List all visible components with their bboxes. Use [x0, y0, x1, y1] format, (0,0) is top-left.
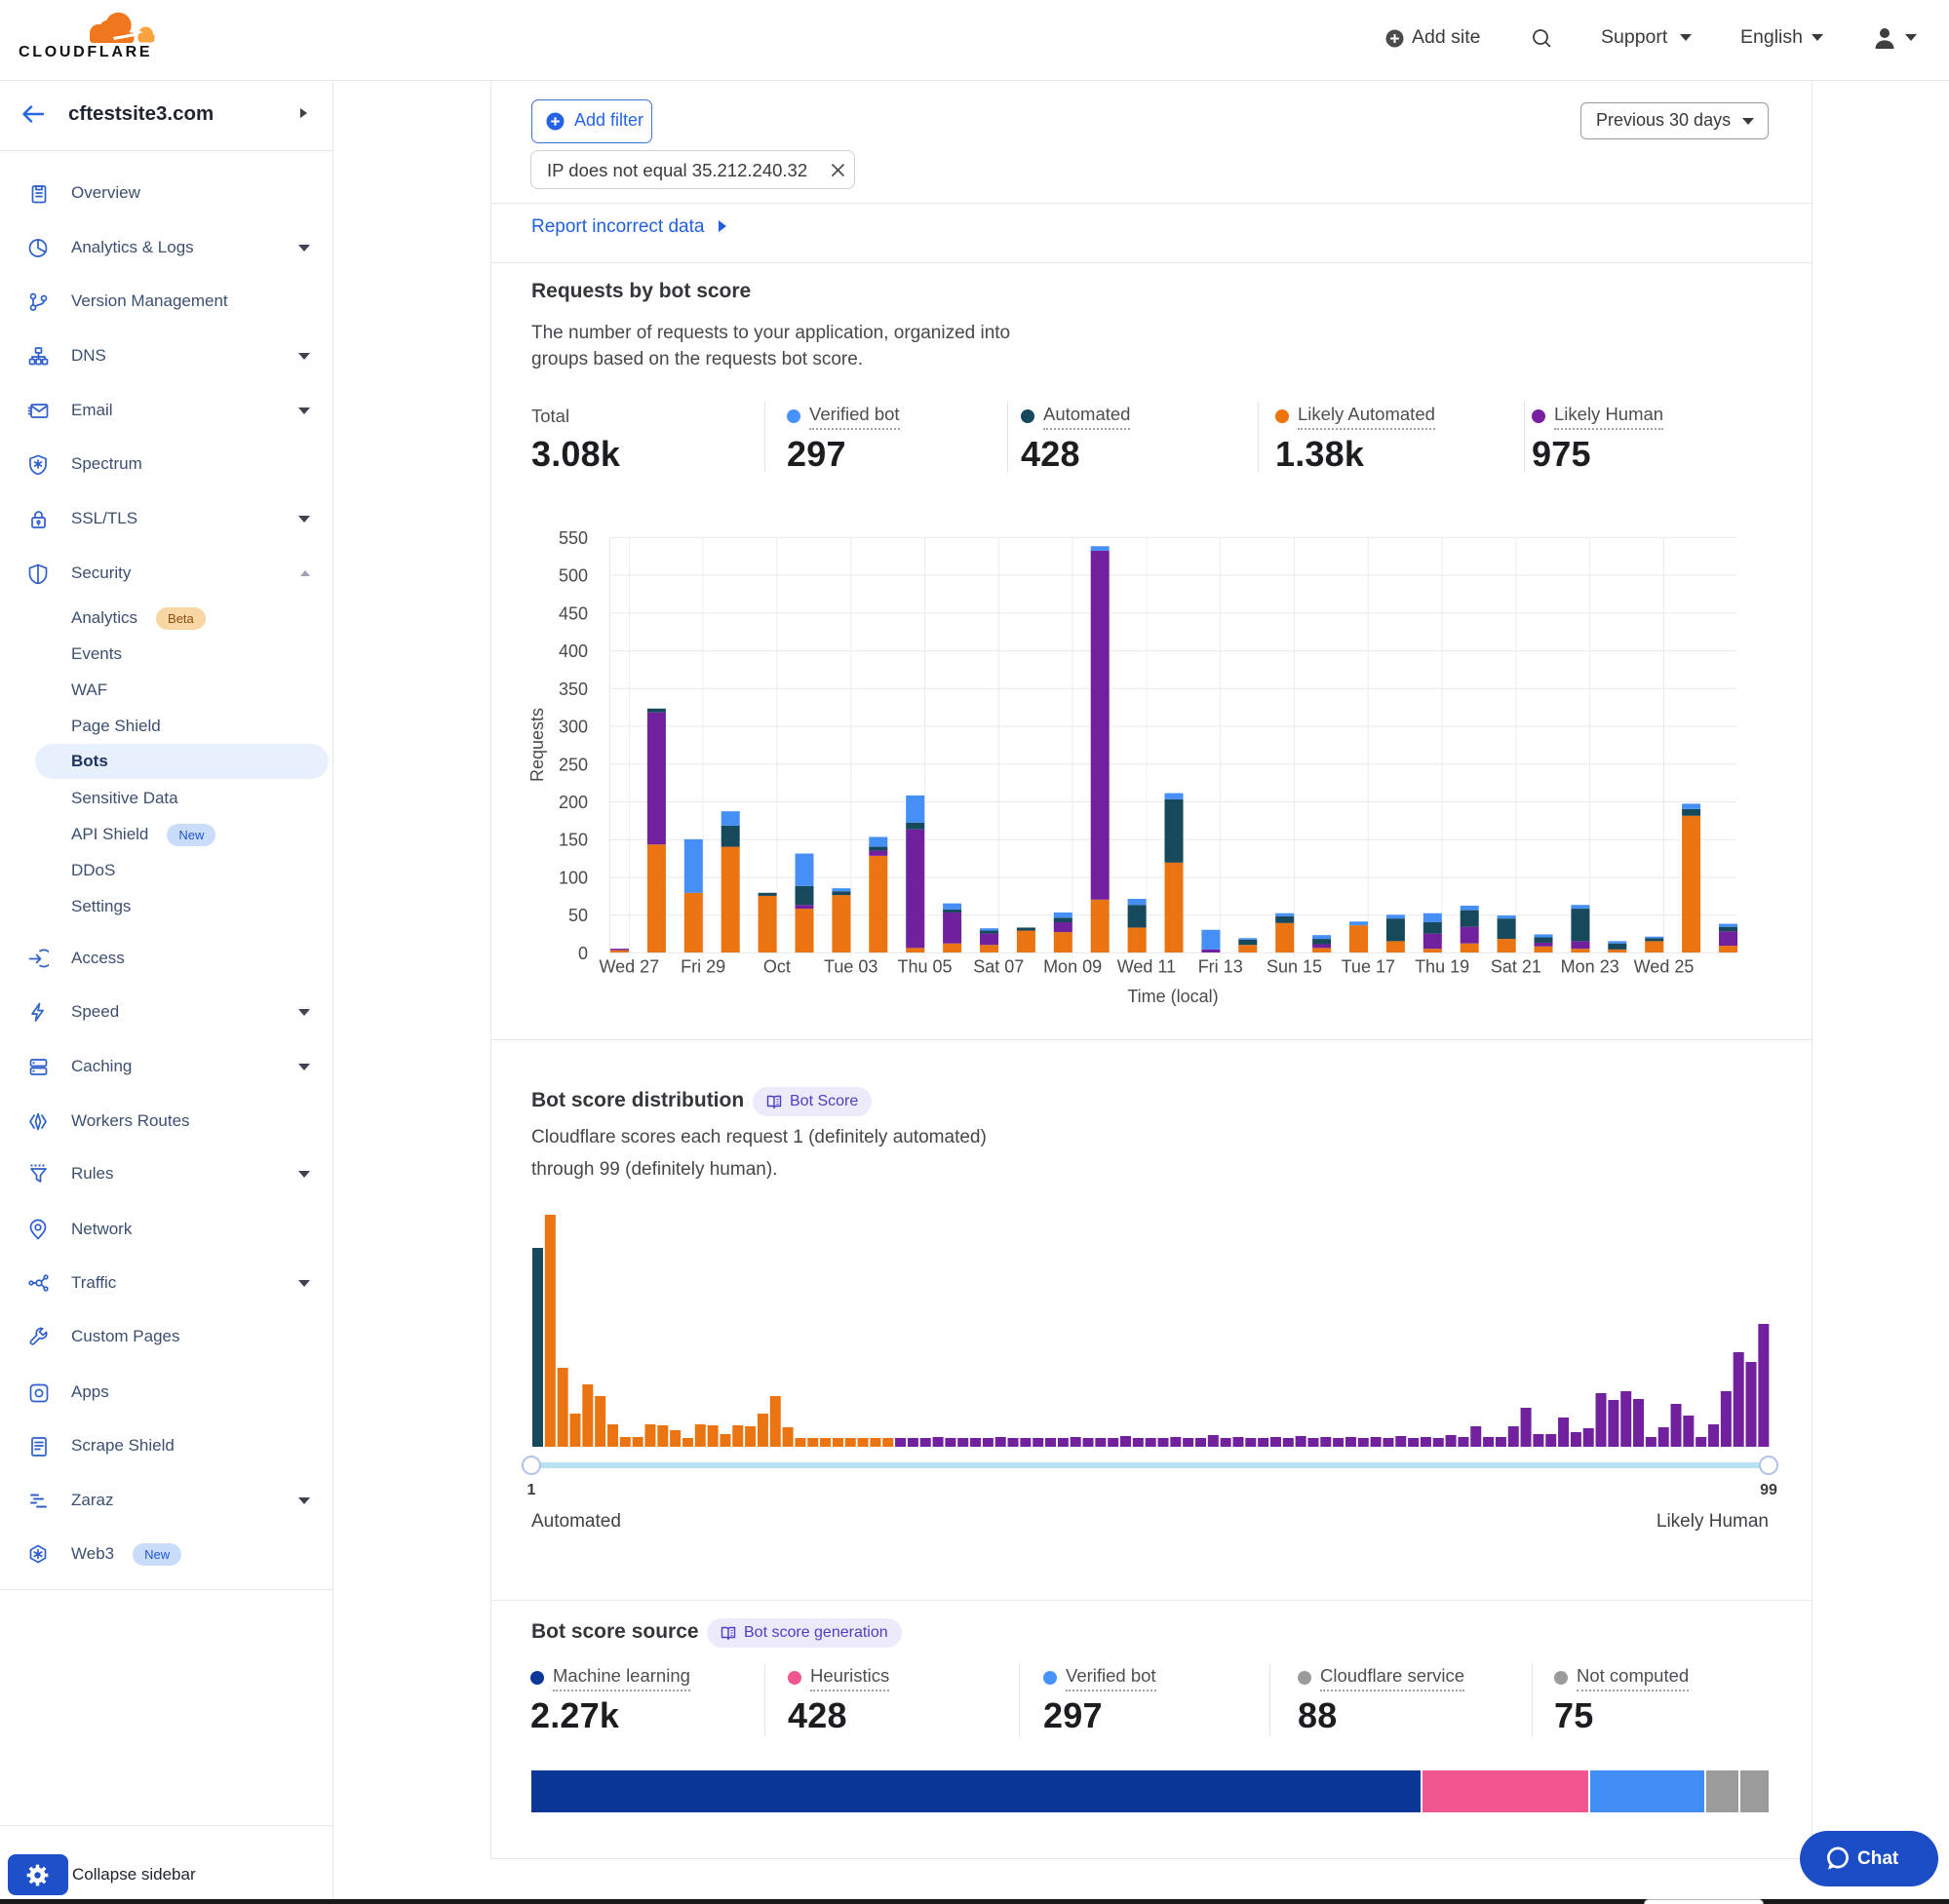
svg-text:Thu 19: Thu 19	[1415, 957, 1469, 977]
svg-text:50: 50	[568, 906, 588, 925]
svg-text:Sun 15: Sun 15	[1267, 957, 1322, 977]
svg-text:Mon 09: Mon 09	[1043, 957, 1102, 977]
svg-text:150: 150	[559, 831, 588, 850]
svg-text:550: 550	[559, 528, 588, 548]
svg-text:Sat 21: Sat 21	[1491, 957, 1541, 977]
svg-text:Fri 13: Fri 13	[1198, 957, 1243, 977]
svg-text:0: 0	[578, 944, 588, 963]
svg-text:Mon 23: Mon 23	[1561, 957, 1619, 977]
svg-text:100: 100	[559, 869, 588, 888]
svg-text:400: 400	[559, 641, 588, 661]
svg-text:Wed 25: Wed 25	[1634, 957, 1695, 977]
svg-text:Fri 29: Fri 29	[681, 957, 725, 977]
svg-text:450: 450	[559, 603, 588, 623]
svg-text:500: 500	[559, 566, 588, 586]
svg-text:200: 200	[559, 793, 588, 812]
svg-text:250: 250	[559, 755, 588, 774]
svg-text:Wed 27: Wed 27	[599, 957, 659, 977]
svg-text:Wed 11: Wed 11	[1117, 957, 1176, 977]
svg-text:Oct: Oct	[763, 957, 791, 977]
svg-text:Thu 05: Thu 05	[897, 957, 952, 977]
svg-text:350: 350	[559, 680, 588, 699]
svg-text:Tue 17: Tue 17	[1342, 957, 1395, 977]
svg-text:Time (local): Time (local)	[1127, 987, 1218, 1006]
svg-text:Tue 03: Tue 03	[824, 957, 877, 977]
svg-text:Sat 07: Sat 07	[973, 957, 1024, 977]
svg-text:300: 300	[559, 718, 588, 737]
svg-text:Requests: Requests	[527, 708, 547, 782]
